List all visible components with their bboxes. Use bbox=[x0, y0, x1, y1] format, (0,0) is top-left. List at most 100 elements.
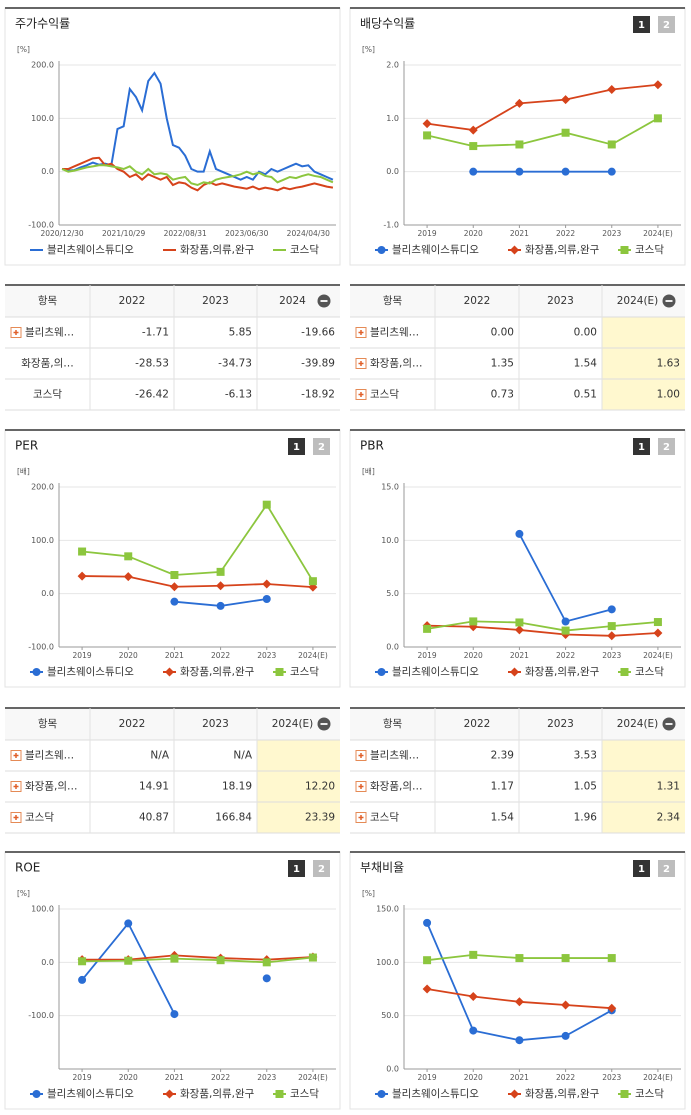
panel bbox=[4, 851, 341, 1110]
pager-button[interactable] bbox=[658, 438, 675, 455]
value-cell: -18.92 bbox=[301, 389, 335, 401]
marker bbox=[514, 997, 524, 1007]
table-header-bg bbox=[350, 708, 685, 740]
y-tick-label: 2.0 bbox=[386, 61, 399, 70]
marker bbox=[216, 567, 225, 576]
marker bbox=[515, 1036, 524, 1045]
pager-label[interactable]: 2 bbox=[663, 20, 670, 31]
marker bbox=[124, 919, 133, 928]
pager-label[interactable]: 2 bbox=[318, 864, 325, 875]
x-tick-label: 2023 bbox=[602, 1073, 621, 1082]
value-cell: 1.54 bbox=[574, 358, 598, 370]
y-tick-label: 0.0 bbox=[386, 643, 399, 652]
header-cell: 2022 bbox=[464, 295, 491, 307]
marker bbox=[422, 119, 432, 129]
pager-label[interactable]: 1 bbox=[293, 864, 300, 875]
series-line bbox=[81, 503, 314, 582]
row-label: 화장품,의… bbox=[21, 358, 73, 370]
legend-label: 화장품,의류,완구 bbox=[180, 1087, 255, 1100]
x-tick-label: 2022 bbox=[556, 229, 575, 238]
legend-label: 블리츠웨이스튜디오 bbox=[47, 1088, 134, 1100]
highlight-column bbox=[257, 740, 340, 833]
marker bbox=[169, 582, 179, 592]
legend-label: 화장품,의류,완구 bbox=[525, 665, 600, 678]
series-line bbox=[426, 117, 659, 147]
marker bbox=[514, 98, 524, 108]
marker bbox=[308, 953, 317, 962]
y-tick-label: 0.0 bbox=[41, 167, 54, 176]
value-cell: 0.00 bbox=[574, 327, 597, 339]
marker bbox=[469, 617, 478, 626]
panel bbox=[4, 7, 341, 266]
pager-label[interactable]: 1 bbox=[638, 864, 645, 875]
value-cell: 14.91 bbox=[139, 781, 169, 793]
x-tick-label: 2022 bbox=[556, 1073, 575, 1082]
pager-button[interactable] bbox=[288, 438, 305, 455]
header-cell: 2022 bbox=[464, 718, 491, 730]
marker bbox=[653, 80, 663, 90]
header-cell: 2023 bbox=[547, 295, 574, 307]
panel-title: PBR bbox=[360, 439, 384, 453]
legend-label: 코스닥 bbox=[290, 666, 319, 678]
table-header-bg bbox=[5, 708, 340, 740]
row-label: 코스닥 bbox=[33, 389, 62, 401]
pager-label[interactable]: 2 bbox=[663, 864, 670, 875]
panel-title: 주가수익률 bbox=[15, 17, 70, 31]
marker bbox=[469, 950, 478, 959]
row-label: 코스닥 bbox=[370, 812, 399, 824]
marker bbox=[123, 572, 133, 582]
pager-button[interactable] bbox=[658, 16, 675, 33]
marker bbox=[377, 1090, 386, 1098]
marker bbox=[607, 85, 617, 95]
panel bbox=[4, 429, 341, 688]
x-tick-label: 2024(E) bbox=[298, 1073, 328, 1082]
pager-label[interactable]: 2 bbox=[318, 442, 325, 453]
highlight-column bbox=[602, 317, 685, 410]
value-cell: 1.17 bbox=[491, 781, 514, 793]
marker bbox=[216, 601, 225, 610]
panel bbox=[349, 429, 686, 688]
header-cell: 항목 bbox=[383, 718, 403, 730]
expand-icon-plus bbox=[13, 815, 19, 820]
pager-button[interactable] bbox=[288, 860, 305, 877]
header-cell: 2022 bbox=[119, 295, 146, 307]
x-tick-label: 2021 bbox=[510, 651, 529, 660]
x-tick-label: 2022 bbox=[211, 651, 230, 660]
x-tick-label: 2023/06/30 bbox=[225, 229, 268, 238]
x-tick-label: 2023 bbox=[257, 1073, 276, 1082]
value-cell: -26.42 bbox=[135, 389, 169, 401]
pager-button[interactable] bbox=[633, 16, 650, 33]
pager-button[interactable] bbox=[313, 860, 330, 877]
row-label: 블리츠웨… bbox=[370, 750, 419, 762]
value-cell: -28.53 bbox=[135, 358, 169, 370]
y-unit: [배] bbox=[362, 467, 375, 476]
y-tick-label: -100.0 bbox=[28, 221, 54, 230]
value-cell: 2.34 bbox=[657, 812, 681, 824]
pager-label[interactable]: 2 bbox=[663, 442, 670, 453]
y-unit: [%] bbox=[17, 45, 30, 54]
pager-button[interactable] bbox=[313, 438, 330, 455]
pager-button[interactable] bbox=[633, 860, 650, 877]
y-tick-label: 50.0 bbox=[381, 1011, 399, 1020]
x-tick-label: 2024(E) bbox=[643, 229, 673, 238]
y-tick-label: 0.0 bbox=[386, 1065, 399, 1074]
marker bbox=[561, 128, 570, 137]
pager-button[interactable] bbox=[658, 860, 675, 877]
marker bbox=[165, 667, 174, 677]
y-tick-label: 5.0 bbox=[386, 589, 399, 598]
legend-label: 블리츠웨이스튜디오 bbox=[47, 666, 134, 678]
expand-icon-plus bbox=[358, 753, 364, 758]
marker bbox=[422, 984, 432, 994]
expand-icon-plus bbox=[358, 361, 364, 366]
y-tick-label: 0.0 bbox=[41, 589, 54, 598]
pager-label[interactable]: 1 bbox=[293, 442, 300, 453]
row-label: 화장품,의… bbox=[370, 781, 422, 793]
y-unit: [배] bbox=[17, 467, 30, 476]
pager-label[interactable]: 1 bbox=[638, 20, 645, 31]
marker bbox=[377, 668, 386, 676]
x-tick-label: 2019 bbox=[73, 651, 92, 660]
highlight-column bbox=[602, 740, 685, 833]
marker bbox=[515, 529, 524, 538]
pager-label[interactable]: 1 bbox=[638, 442, 645, 453]
pager-button[interactable] bbox=[633, 438, 650, 455]
